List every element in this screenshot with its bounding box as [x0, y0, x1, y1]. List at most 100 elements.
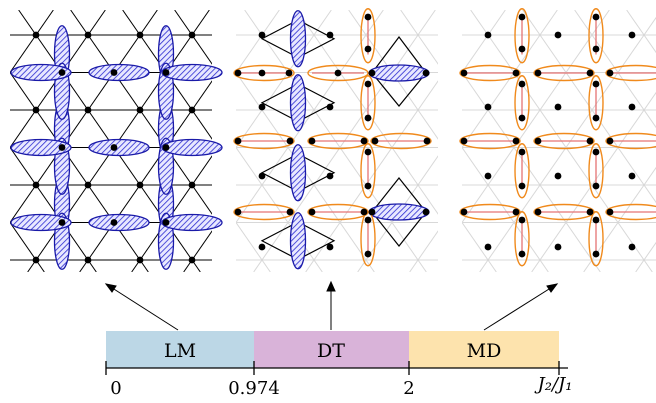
- phase-bar: LM DT MD: [106, 331, 559, 368]
- lattice-site: [518, 216, 526, 224]
- lattice-site: [484, 103, 492, 111]
- lattice-site: [360, 208, 368, 216]
- lattice-site: [518, 45, 526, 53]
- bond-line: [348, 10, 438, 140]
- dimer-pair: [533, 64, 595, 82]
- lattice-site: [460, 208, 468, 216]
- bond-line: [10, 10, 54, 74]
- coupling-axis: 0 0.974 2 J₂/J₁: [105, 361, 573, 399]
- dimer-pair: [459, 132, 521, 150]
- singlet-dimer: [10, 213, 72, 232]
- lattice-site: [326, 31, 334, 39]
- phase-lm-region: [106, 331, 254, 368]
- lattice-site: [592, 250, 600, 258]
- lattice-site: [84, 181, 92, 189]
- lattice-site: [423, 137, 431, 145]
- lattice-site: [308, 208, 316, 216]
- dimer-pair: [514, 143, 530, 199]
- diamond-plaquette: [260, 83, 336, 123]
- singlet-dimer: [289, 212, 307, 270]
- dimer-pair: [307, 132, 369, 150]
- lattice-site: [32, 181, 40, 189]
- lattice-site: [162, 69, 170, 76]
- lattice-site: [110, 144, 118, 151]
- lattice-site: [628, 103, 636, 111]
- lattice-site: [606, 208, 614, 216]
- lattice-site: [592, 114, 600, 122]
- diamond-plaquette: [371, 177, 427, 247]
- dimer-pair: [514, 8, 530, 64]
- lattice-site: [534, 69, 542, 77]
- lattice-site: [518, 182, 526, 190]
- diamond-plaquette: [260, 221, 336, 261]
- arrow-md-head: [546, 283, 559, 293]
- lattice-site: [554, 31, 562, 39]
- lattice-site: [162, 219, 170, 226]
- lattice-site: [364, 45, 372, 53]
- singlet-dimer: [161, 138, 223, 157]
- lattice-site: [326, 103, 334, 111]
- bond-line: [0, 10, 1, 272]
- lattice-site: [258, 243, 266, 251]
- lm-lattice-panel: [0, 10, 223, 272]
- dimer-pair: [370, 132, 432, 150]
- lattice-site: [606, 69, 614, 77]
- lattice-site: [592, 13, 600, 21]
- phase-md-label: MD: [467, 340, 502, 362]
- dimer-pair: [233, 203, 295, 221]
- singlet-dimer: [368, 203, 430, 221]
- dimer-pair: [588, 211, 604, 267]
- lattice-site: [234, 208, 242, 216]
- lattice-site: [58, 69, 66, 76]
- bond-line: [462, 10, 506, 74]
- lattice-site: [586, 208, 594, 216]
- bond-line: [0, 10, 19, 272]
- lattice-site: [326, 243, 334, 251]
- lattice-site: [334, 69, 342, 77]
- singlet-dimer: [289, 74, 307, 132]
- dimer-pair: [360, 8, 376, 64]
- dimer-pair: [360, 75, 376, 131]
- lattice-site: [258, 69, 266, 77]
- lattice-site: [518, 250, 526, 258]
- dt-lattice-panel: [0, 8, 438, 272]
- lattice-site: [188, 31, 196, 39]
- lattice-site: [512, 137, 520, 145]
- singlet-dimer: [368, 64, 430, 82]
- singlet-dimer: [161, 213, 223, 232]
- lattice-site: [285, 69, 293, 77]
- lattice-site: [422, 69, 430, 77]
- lattice-site: [234, 137, 242, 145]
- lattice-site: [592, 182, 600, 190]
- lattice-site: [162, 144, 170, 151]
- lattice-site: [188, 256, 196, 264]
- tick-label-2: 2: [403, 378, 414, 399]
- singlet-dimer: [10, 63, 72, 82]
- dimer-pair: [588, 143, 604, 199]
- dimer-pair: [233, 132, 295, 150]
- lattice-site: [534, 137, 542, 145]
- lattice-site: [286, 208, 294, 216]
- lattice-site: [628, 31, 636, 39]
- singlet-dimer: [289, 10, 307, 68]
- lattice-site: [484, 31, 492, 39]
- lattice-site: [188, 106, 196, 114]
- tick-label-0: 0: [110, 378, 121, 399]
- lattice-site: [554, 103, 562, 111]
- dimer-pair: [588, 8, 604, 64]
- lattice-site: [606, 137, 614, 145]
- lattice-site: [258, 31, 266, 39]
- singlet-dimer: [161, 63, 223, 82]
- lattice-site: [592, 148, 600, 156]
- lattice-site: [84, 106, 92, 114]
- axis-label: J₂/J₁: [534, 374, 573, 395]
- singlet-dimer: [88, 63, 150, 82]
- lattice-site: [136, 106, 144, 114]
- phase-dt-label: DT: [317, 340, 345, 362]
- bond-line: [174, 10, 212, 65]
- lattice-site: [32, 31, 40, 39]
- dimer-pair: [533, 132, 595, 150]
- dimer-pair: [233, 64, 295, 82]
- dimer-pair: [514, 211, 530, 267]
